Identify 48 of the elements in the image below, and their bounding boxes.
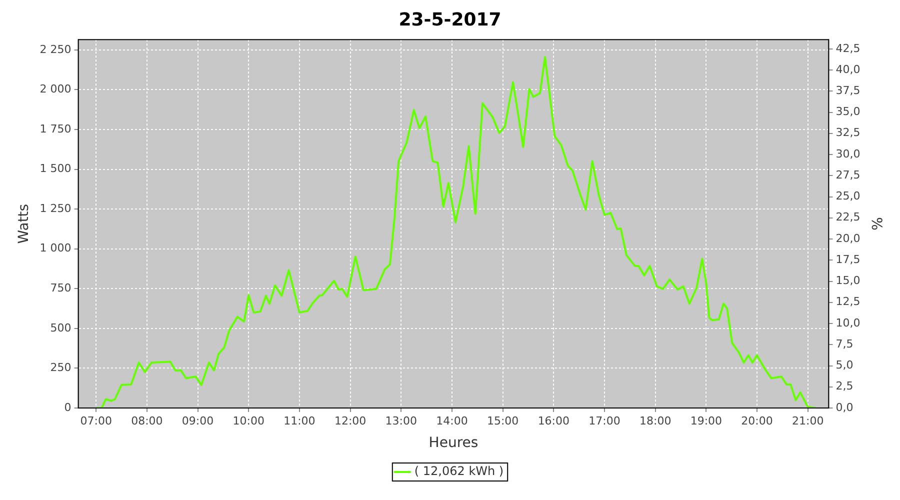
x-tick-label: 12:00 — [334, 414, 366, 428]
y-tick-label: 1 500 — [40, 162, 72, 176]
y2-tick-label: 17,5 — [836, 252, 860, 266]
y2-tick-label: 5,0 — [836, 358, 854, 372]
y2-tick-label: 25,0 — [836, 190, 860, 203]
y-tick-label: 750 — [50, 282, 72, 295]
y2-tick-label: 22,5 — [836, 210, 860, 224]
x-axis-title: Heures — [428, 435, 478, 452]
y2-tick-label: 15,0 — [836, 274, 860, 288]
x-tick-label: 09:00 — [182, 414, 214, 428]
y2-tick-label: 35,0 — [836, 105, 860, 118]
y2-tick-label: 32,5 — [836, 126, 860, 140]
y2-tick-label: 27,5 — [836, 168, 860, 182]
x-tick-label: 13:00 — [385, 414, 417, 428]
x-tick-label: 17:00 — [588, 414, 620, 428]
y2-tick-label: 0,0 — [836, 400, 854, 414]
y-tick-label: 2 250 — [40, 42, 72, 56]
legend-label: ( 12,062 kWh ) — [414, 464, 504, 478]
y-tick-label: 2 000 — [40, 82, 72, 96]
x-tick-label: 20:00 — [741, 414, 773, 428]
y-tick-label: 250 — [50, 361, 72, 374]
x-tick-label: 18:00 — [639, 414, 672, 428]
y-tick-label: 1 000 — [40, 242, 72, 255]
x-tick-label: 07:00 — [80, 414, 112, 428]
y-tick-label: 500 — [50, 321, 72, 334]
chart-title: 23-5-2017 — [398, 9, 502, 30]
y2-tick-label: 2,5 — [836, 380, 854, 393]
y-tick-label: 0 — [64, 400, 72, 414]
x-tick-label: 10:00 — [232, 414, 264, 428]
x-tick-label: 16:00 — [538, 414, 570, 428]
x-tick-label: 15:00 — [486, 414, 519, 428]
y-tick-label: 1 750 — [40, 122, 72, 136]
y2-tick-label: 7,5 — [836, 337, 854, 350]
y-tick-label: 1 250 — [40, 202, 72, 215]
y-axis-title: Watts — [16, 204, 32, 244]
y2-tick-label: 10,0 — [836, 316, 860, 330]
x-tick-label: 19:00 — [690, 414, 722, 428]
y2-tick-label: 42,5 — [836, 42, 860, 55]
x-tick-label: 08:00 — [131, 414, 163, 428]
y2-tick-label: 20,0 — [836, 232, 860, 245]
y2-axis-title: % — [868, 217, 884, 230]
y2-tick-label: 37,5 — [836, 84, 860, 97]
y2-tick-label: 30,0 — [836, 147, 860, 160]
y2-tick-label: 12,5 — [836, 295, 860, 308]
x-tick-label: 14:00 — [436, 414, 468, 428]
y2-tick-label: 40,0 — [836, 62, 860, 76]
x-tick-label: 11:00 — [284, 414, 316, 428]
x-tick-label: 21:00 — [792, 414, 824, 428]
